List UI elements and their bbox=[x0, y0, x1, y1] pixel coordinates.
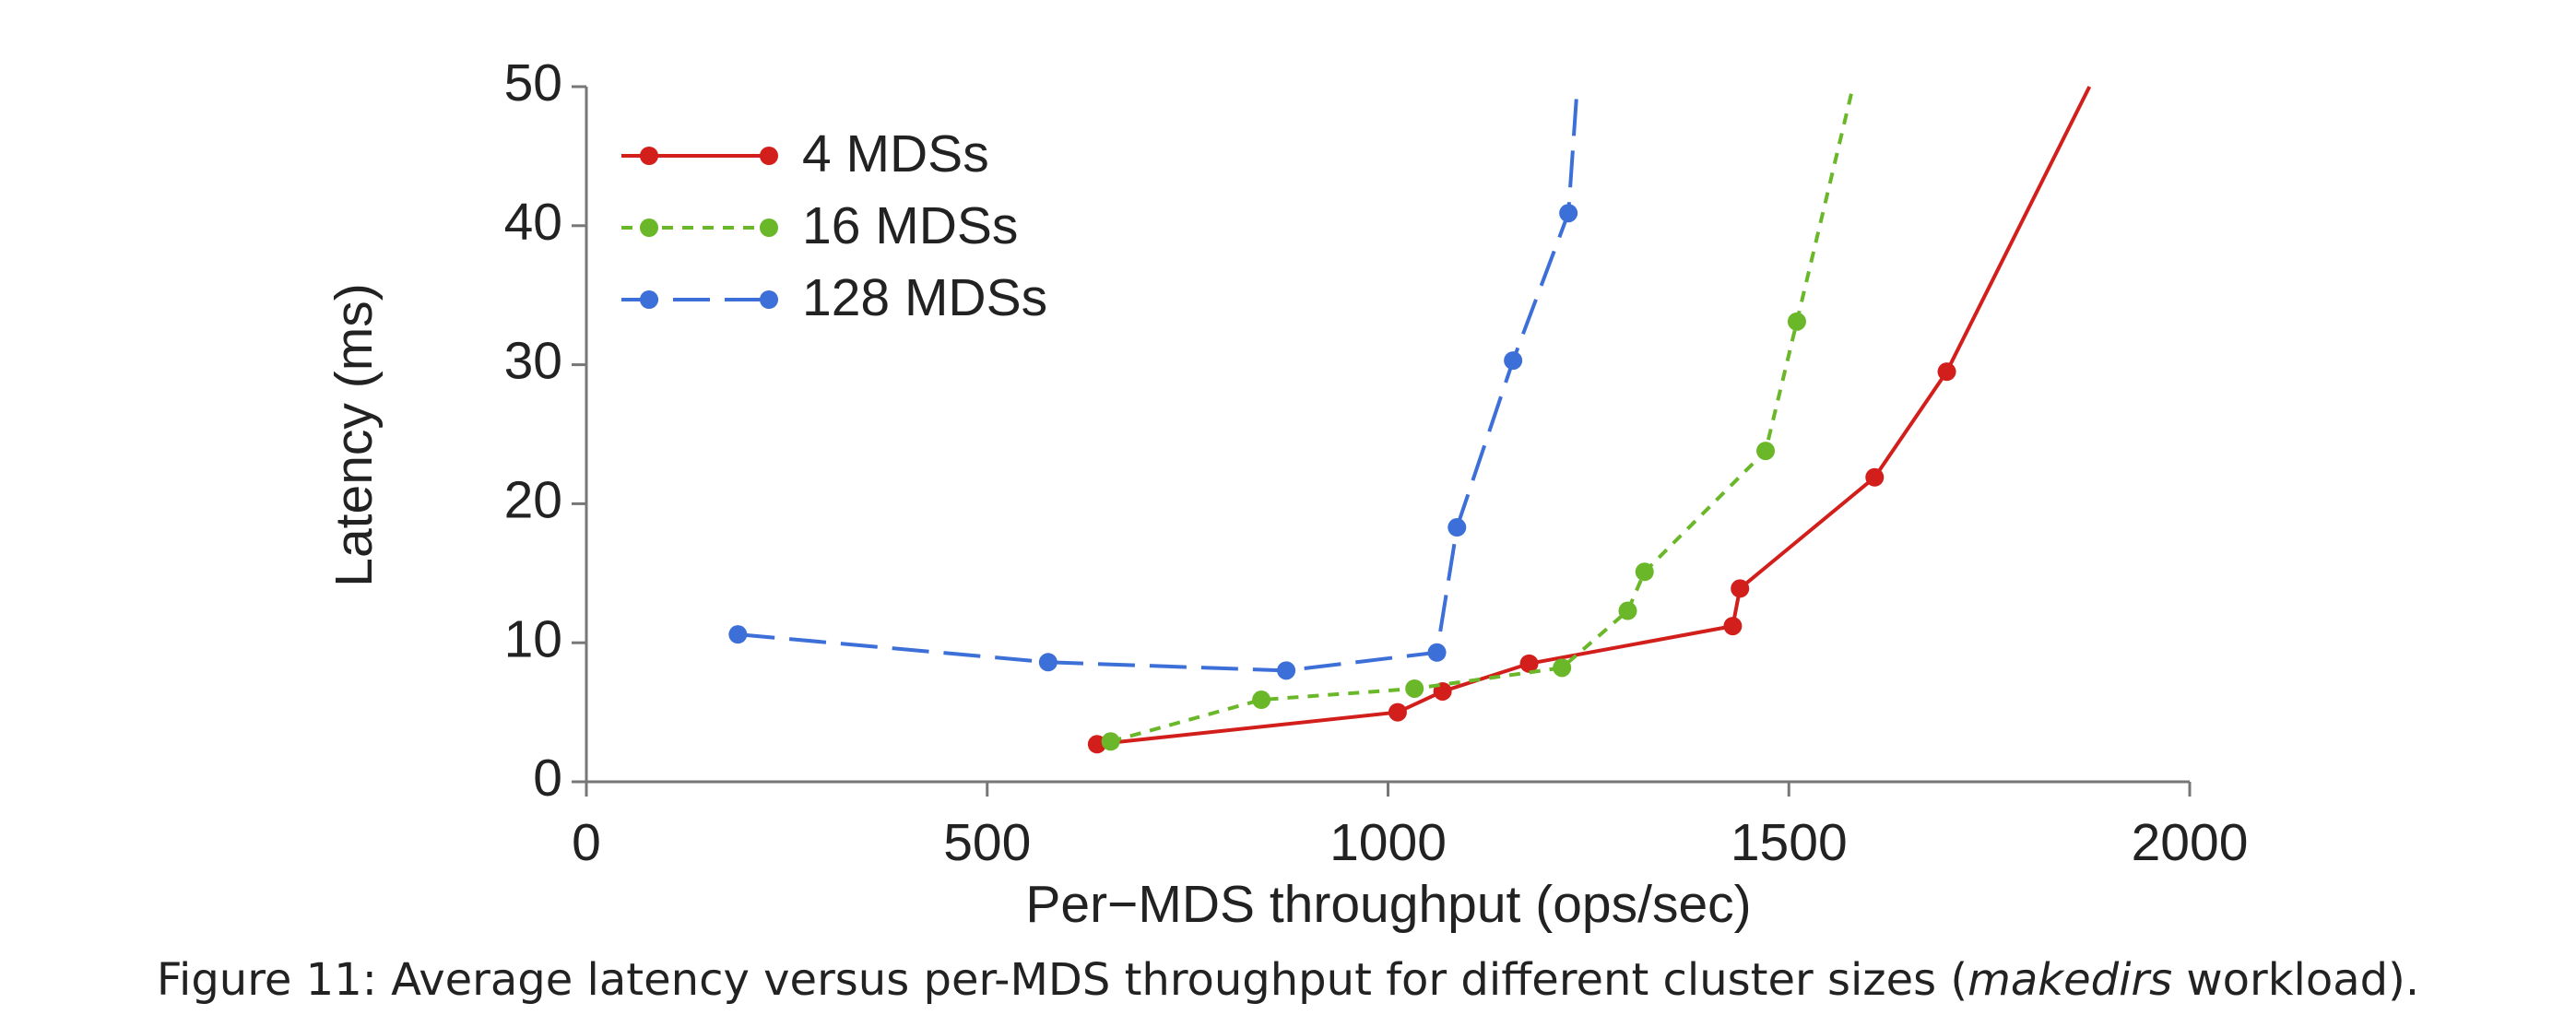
x-axis-label: Per−MDS throughput (ops/sec) bbox=[1025, 875, 1751, 934]
data-point bbox=[1038, 653, 1058, 672]
y-tick-label: 20 bbox=[504, 470, 562, 529]
data-point bbox=[1101, 732, 1120, 751]
legend-marker bbox=[760, 290, 778, 309]
legend-marker bbox=[760, 218, 778, 237]
caption-text: Figure 11: Average latency versus per-MD… bbox=[157, 954, 1967, 1006]
legend-marker bbox=[640, 218, 658, 237]
data-point bbox=[1723, 617, 1743, 636]
data-point bbox=[1252, 691, 1271, 710]
x-tick-label: 0 bbox=[572, 813, 601, 872]
data-point bbox=[1559, 204, 1578, 223]
x-tick-label: 2000 bbox=[2132, 813, 2249, 872]
y-tick-label: 50 bbox=[504, 53, 562, 112]
legend-label: 16 MDSs bbox=[802, 196, 1018, 255]
y-axis-label: Latency (ms) bbox=[325, 283, 384, 586]
y-tick-label: 10 bbox=[504, 609, 562, 668]
data-point bbox=[1519, 654, 1539, 673]
caption: Figure 11: Average latency versus per-MD… bbox=[157, 954, 2419, 1006]
data-point bbox=[1756, 442, 1776, 461]
data-point bbox=[728, 625, 748, 644]
data-point bbox=[1635, 562, 1654, 582]
y-tick-label: 30 bbox=[504, 332, 562, 391]
caption-italic: makedirs bbox=[1967, 954, 2172, 1006]
legend-label: 4 MDSs bbox=[802, 124, 989, 183]
data-point bbox=[1731, 579, 1750, 598]
caption-text: workload). bbox=[2172, 954, 2419, 1006]
data-point bbox=[1388, 702, 1407, 722]
series-line bbox=[1096, 86, 2092, 747]
data-point bbox=[1504, 351, 1523, 371]
data-point bbox=[1427, 643, 1447, 662]
y-tick-label: 40 bbox=[504, 193, 562, 252]
legend-marker bbox=[760, 147, 778, 165]
series-line bbox=[1110, 86, 1855, 744]
data-point bbox=[1277, 661, 1296, 680]
legend-marker bbox=[640, 147, 658, 165]
x-tick-label: 1500 bbox=[1731, 813, 1848, 872]
y-tick-label: 0 bbox=[533, 749, 562, 808]
x-tick-label: 1000 bbox=[1329, 813, 1447, 872]
data-point bbox=[1448, 518, 1467, 537]
data-point bbox=[1405, 679, 1424, 698]
data-point bbox=[1865, 467, 1885, 487]
legend-label: 128 MDSs bbox=[802, 268, 1047, 327]
x-tick-label: 500 bbox=[943, 813, 1031, 872]
data-point bbox=[1937, 362, 1956, 382]
data-point bbox=[1618, 601, 1637, 620]
data-point bbox=[1787, 312, 1806, 331]
data-point bbox=[1553, 658, 1572, 678]
legend-marker bbox=[640, 290, 658, 309]
